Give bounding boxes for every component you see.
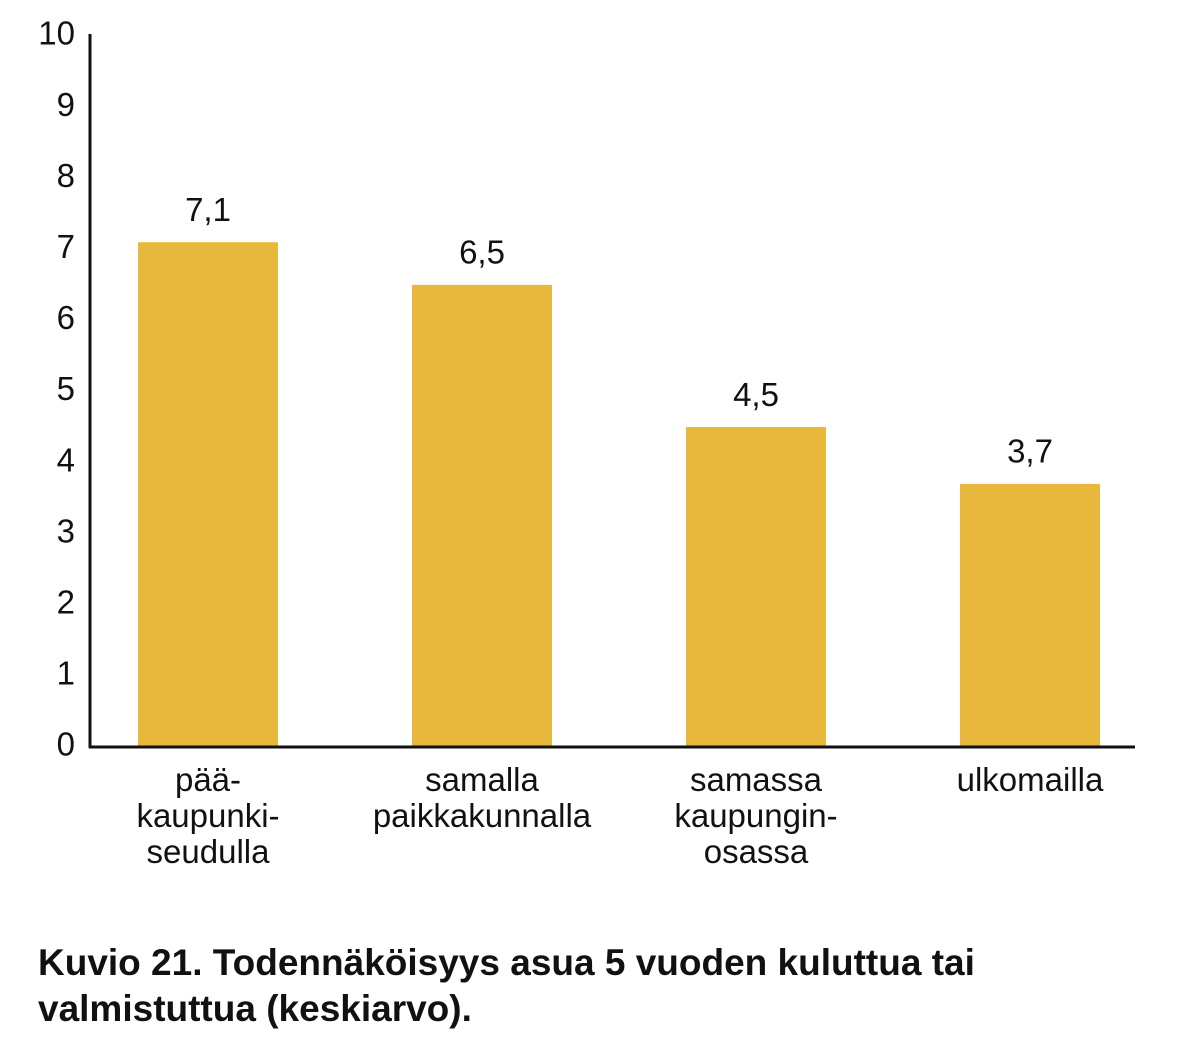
y-tick-label: 4	[57, 441, 75, 478]
x-tick-label: pää- kaupunki- seudulla	[136, 761, 280, 870]
bar	[412, 284, 552, 747]
bar	[960, 483, 1100, 747]
y-tick-label: 1	[57, 655, 75, 692]
value-label: 7,1	[185, 191, 231, 228]
y-tick-label: 7	[57, 228, 75, 265]
y-tick-label: 5	[57, 370, 75, 407]
chart-title: Kuvio 21. Todennäköisyys asua 5 vuoden k…	[38, 942, 975, 1029]
y-tick-label: 8	[57, 157, 75, 194]
chart: 0 1 2 3 4 5 6 7 8 9 10 7,1 6,5 4,5 3,7	[38, 15, 1135, 763]
bar	[138, 242, 278, 747]
value-label: 3,7	[1007, 433, 1053, 470]
y-tick-label: 3	[57, 512, 75, 549]
value-label: 6,5	[459, 234, 505, 271]
x-tick-label: ulkomailla	[956, 761, 1104, 798]
x-tick-label: samalla paikkakunnalla	[372, 761, 592, 834]
bar	[686, 427, 826, 747]
value-label: 4,5	[733, 376, 779, 413]
y-tick-label: 0	[57, 726, 75, 763]
x-tick-label: samassa kaupungin- osassa	[674, 761, 838, 870]
y-tick-label: 10	[38, 15, 75, 52]
y-tick-label: 2	[57, 584, 75, 621]
y-tick-label: 9	[57, 86, 75, 123]
y-tick-label: 6	[57, 299, 75, 336]
